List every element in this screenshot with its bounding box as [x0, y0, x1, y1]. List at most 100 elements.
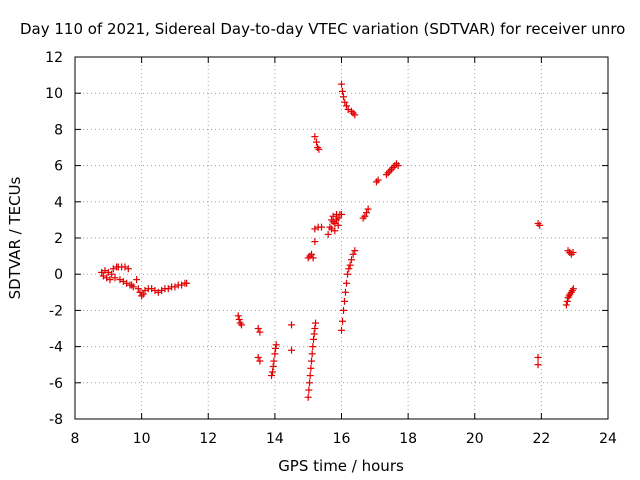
- data-point: [272, 341, 280, 349]
- data-point: [307, 364, 315, 372]
- y-tick-labels: 12 10 8 6 4 2 0 -2 -4 -6 -8: [45, 50, 63, 428]
- data-point: [345, 265, 353, 273]
- x-tick-label: 10: [133, 431, 151, 447]
- data-point: [311, 238, 319, 246]
- data-point: [269, 368, 277, 376]
- data-point: [183, 279, 191, 287]
- data-point: [308, 250, 316, 258]
- x-tick-label: 20: [466, 431, 484, 447]
- data-point: [305, 386, 313, 394]
- y-axis-label: SDTVAR / TECUs: [6, 176, 24, 299]
- data-point: [309, 343, 317, 351]
- data-point: [339, 306, 347, 314]
- data-point: [116, 276, 124, 284]
- data-point: [312, 319, 320, 327]
- data-point: [288, 346, 296, 354]
- data-point: [313, 138, 321, 146]
- data-point: [382, 171, 390, 179]
- data-point: [178, 281, 186, 289]
- data-point: [119, 277, 127, 285]
- data-point: [151, 286, 159, 294]
- data-point: [106, 276, 114, 284]
- data-point: [99, 272, 107, 280]
- data-point: [235, 315, 243, 323]
- data-point: [111, 274, 119, 282]
- data-point: [311, 225, 319, 233]
- data-point: [342, 102, 350, 110]
- data-point: [272, 344, 280, 352]
- data-point: [340, 297, 348, 305]
- data-point: [123, 279, 131, 287]
- data-point: [351, 247, 359, 255]
- data-point: [256, 357, 264, 365]
- data-point: [311, 133, 319, 141]
- data-point: [349, 109, 357, 117]
- y-tick-label: -4: [49, 340, 63, 356]
- data-point: [344, 105, 352, 113]
- data-point: [236, 319, 244, 327]
- data-point: [124, 265, 132, 273]
- data-point: [104, 268, 112, 276]
- data-point: [101, 267, 109, 275]
- data-point: [359, 214, 367, 222]
- data-point: [346, 261, 354, 269]
- data-point: [138, 292, 146, 300]
- data-point: [563, 297, 571, 305]
- data-point: [103, 274, 111, 282]
- data-point: [304, 393, 312, 401]
- data-point: [154, 288, 162, 296]
- data-point: [338, 210, 345, 218]
- data-point: [324, 230, 332, 238]
- data-point: [109, 265, 117, 273]
- data-point: [342, 279, 350, 287]
- data-point: [310, 335, 318, 343]
- data-point: [256, 328, 264, 336]
- y-tick-label: -2: [49, 303, 63, 319]
- grid-lines: [75, 57, 608, 419]
- data-markers: [98, 80, 577, 401]
- data-point: [270, 357, 278, 365]
- data-point: [139, 290, 147, 298]
- data-point: [136, 288, 144, 296]
- y-tick-label: 4: [54, 195, 63, 211]
- y-tick-label: 6: [54, 159, 63, 175]
- data-point: [254, 325, 262, 332]
- data-point: [338, 317, 346, 325]
- x-axis-label: GPS time / hours: [278, 457, 404, 475]
- data-point: [306, 252, 314, 260]
- data-point: [534, 361, 542, 369]
- data-point: [98, 268, 106, 276]
- data-point: [374, 176, 382, 184]
- data-point: [362, 209, 370, 217]
- data-point: [171, 283, 179, 291]
- data-point: [567, 250, 575, 258]
- data-point: [328, 225, 336, 233]
- y-tick-label: 12: [45, 50, 63, 66]
- x-tick-label: 18: [399, 431, 417, 447]
- data-point: [347, 107, 355, 115]
- data-point: [341, 98, 349, 106]
- data-point: [331, 220, 339, 228]
- data-point: [338, 80, 345, 88]
- data-point: [392, 160, 400, 168]
- data-point: [141, 286, 149, 294]
- x-tick-label: 24: [599, 431, 617, 447]
- data-point: [148, 285, 156, 293]
- y-tick-label: 0: [54, 267, 63, 283]
- data-point: [158, 286, 166, 294]
- data-point: [128, 281, 136, 289]
- data-point: [338, 87, 346, 95]
- data-point: [339, 93, 347, 101]
- data-point: [569, 248, 577, 256]
- data-point: [234, 312, 242, 320]
- data-point: [331, 227, 339, 235]
- data-point: [308, 357, 316, 365]
- data-point: [333, 216, 341, 224]
- data-point: [326, 223, 334, 231]
- data-point: [361, 212, 369, 220]
- data-point: [271, 350, 279, 358]
- y-tick-label: 10: [45, 86, 63, 102]
- plot-frame: [74, 56, 609, 420]
- data-point: [108, 270, 116, 278]
